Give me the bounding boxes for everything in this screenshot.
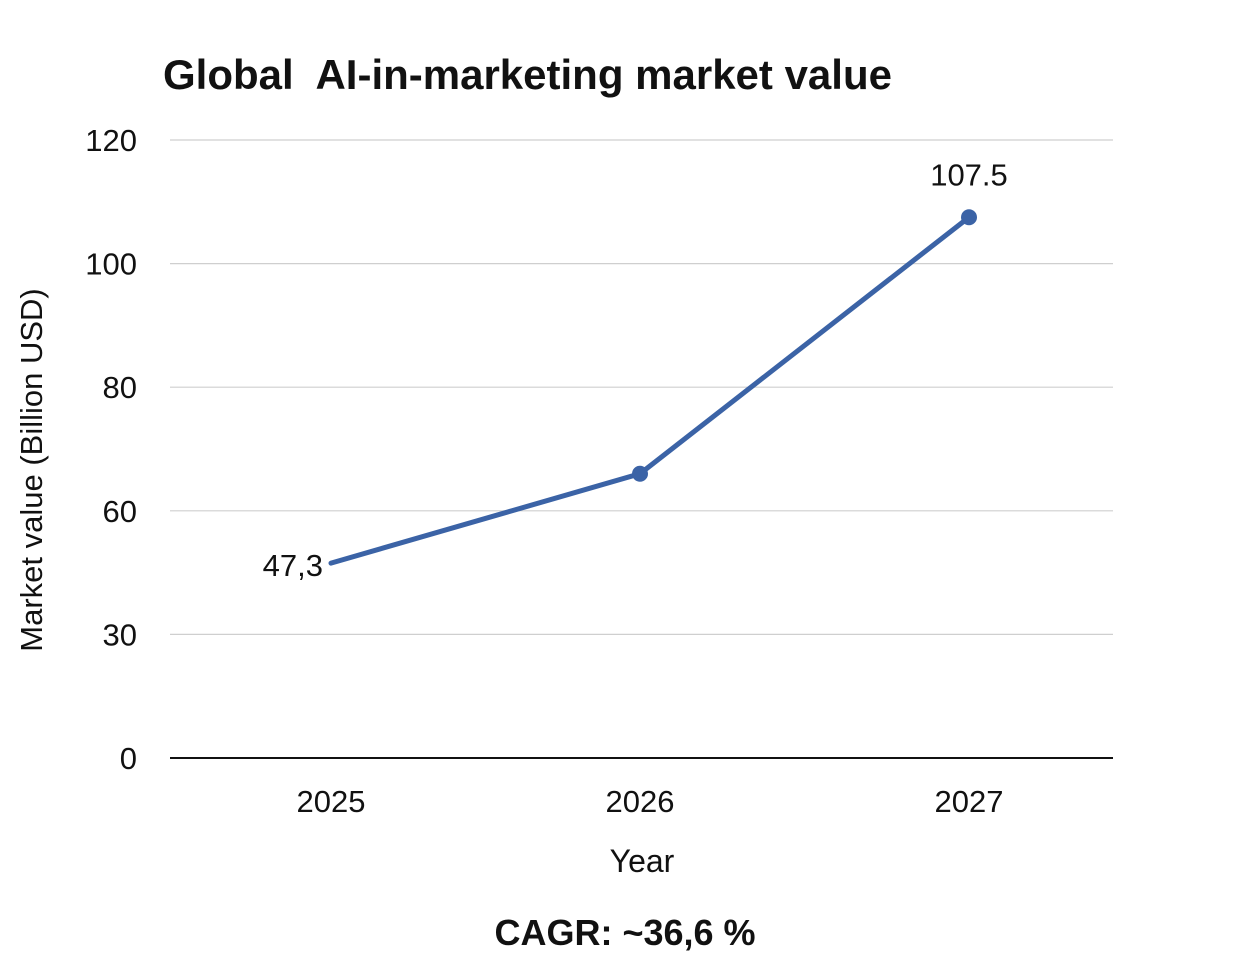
y-tick-label: 60 [103, 494, 137, 529]
cagr-annotation: CAGR: ~36,6 % [494, 912, 755, 953]
y-tick-label: 100 [85, 247, 137, 282]
x-tick-label: 2026 [606, 784, 675, 819]
x-tick-label: 2027 [935, 784, 1004, 819]
data-label: 47,3 [263, 548, 323, 583]
y-tick-label: 0 [120, 741, 137, 776]
data-point [961, 209, 977, 226]
data-label: 107.5 [930, 157, 1008, 192]
y-tick-label: 30 [103, 617, 137, 652]
y-axis-label: Market value (Billion USD) [14, 288, 49, 652]
data-point [632, 465, 648, 482]
y-tick-label: 80 [103, 370, 137, 405]
x-axis-label: Year [610, 843, 675, 879]
y-tick-label: 120 [85, 123, 137, 158]
x-tick-label: 2025 [297, 784, 366, 819]
chart-title: Global AI-in-marketing market value [163, 51, 892, 98]
